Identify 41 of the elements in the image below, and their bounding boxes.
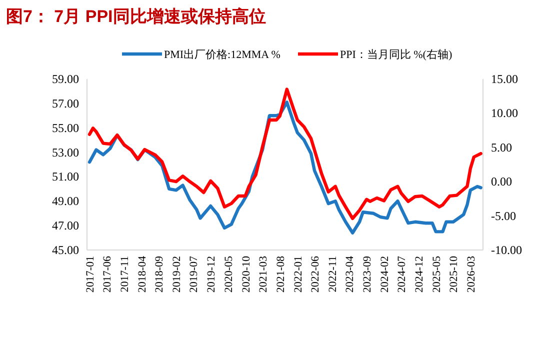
x-tick-label: 2025-10 bbox=[448, 256, 460, 293]
chart-title: 图7： 7月 PPI同比增速或保持高位 bbox=[6, 7, 266, 26]
x-tick-label: 2024-12 bbox=[414, 256, 426, 293]
x-tick-label: 2019-12 bbox=[206, 256, 218, 293]
y-tick-label: 55.00 bbox=[52, 120, 79, 135]
y-tick-label: 49.00 bbox=[52, 194, 79, 208]
y-tick-label: 51.00 bbox=[52, 170, 79, 184]
x-tick-label: 2025-05 bbox=[430, 256, 443, 293]
y2-tick-label: 0.00 bbox=[491, 174, 512, 189]
y2-tick-label: 10.00 bbox=[491, 106, 518, 120]
x-tick-label: 2022-11 bbox=[326, 256, 339, 292]
x-tick-label: 2023-04 bbox=[344, 256, 356, 293]
x-tick-label: 2018-09 bbox=[154, 256, 166, 293]
x-tick-label: 2024-02 bbox=[378, 256, 391, 293]
y-tick-label: 47.00 bbox=[52, 218, 79, 233]
y2-tick-label: 15.00 bbox=[491, 72, 518, 86]
x-tick-label: 2022-01 bbox=[292, 256, 304, 293]
x-tick-label: 2024-07 bbox=[396, 256, 408, 293]
y2-tick-label: -10.00 bbox=[491, 243, 522, 257]
x-tick-label: 2021-03 bbox=[258, 256, 270, 293]
y2-tick-label: 5.00 bbox=[491, 140, 512, 154]
x-tick-label: 2019-07 bbox=[188, 256, 200, 293]
x-tick-label: 2020-10 bbox=[240, 256, 252, 293]
y-tick-label: 57.00 bbox=[52, 96, 79, 110]
x-tick-label: 2023-09 bbox=[362, 256, 374, 293]
y-tick-label: 59.00 bbox=[52, 72, 79, 86]
legend-label: PPI：当月同比 %(右轴) bbox=[340, 48, 452, 61]
x-tick-label: 2017-06 bbox=[102, 256, 114, 293]
x-tick-label: 2022-06 bbox=[310, 256, 322, 293]
x-tick-label: 2018-04 bbox=[136, 256, 148, 293]
x-tick-label: 2019-02 bbox=[171, 256, 184, 293]
y2-tick-label: -5.00 bbox=[491, 208, 516, 223]
y-tick-label: 45.00 bbox=[52, 243, 79, 257]
x-tick-label: 2026-03 bbox=[465, 256, 478, 293]
x-tick-label: 2021-08 bbox=[274, 256, 287, 293]
x-tick-label: 2017-11 bbox=[119, 256, 132, 292]
x-tick-label: 2020-05 bbox=[222, 256, 235, 293]
x-tick-label: 2017-01 bbox=[84, 256, 97, 293]
legend-label: PMI出厂价格:12MMA % bbox=[164, 48, 280, 61]
line-series bbox=[88, 88, 482, 220]
y-tick-label: 53.00 bbox=[52, 145, 79, 160]
